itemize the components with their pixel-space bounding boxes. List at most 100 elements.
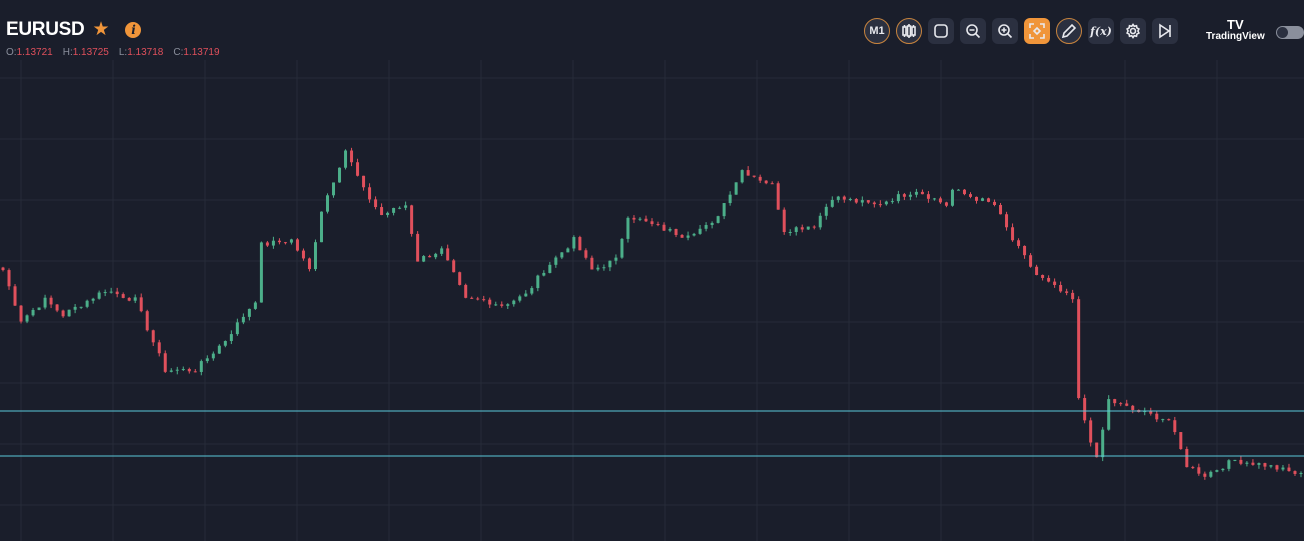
candle-body (440, 248, 444, 254)
timeframe-button[interactable]: M1 (864, 18, 890, 44)
candle-body (1287, 467, 1291, 472)
candle-body (1035, 266, 1039, 276)
candle-body (1083, 398, 1087, 421)
candle-body (380, 207, 384, 216)
candle-body (368, 187, 372, 200)
candle-body (860, 200, 864, 203)
zoom-in-icon (998, 24, 1013, 39)
theme-toggle[interactable] (1276, 26, 1304, 39)
candle-body (1047, 277, 1051, 282)
candle-body (31, 309, 35, 316)
candle-body (981, 198, 985, 201)
candle-body (422, 256, 426, 262)
candle-body (374, 199, 378, 208)
candle-body (644, 218, 648, 222)
fit-button[interactable] (1024, 18, 1050, 44)
candle-body (1155, 413, 1159, 420)
candle-body (650, 221, 654, 225)
candle-body (458, 272, 462, 285)
candle-body (632, 217, 636, 220)
candle-body (1101, 429, 1105, 458)
candle-body (746, 170, 750, 176)
candle-body (782, 209, 786, 233)
candle-body (848, 198, 852, 200)
candle-body (163, 353, 167, 372)
go-to-end-button[interactable] (1152, 18, 1178, 44)
candle-body (217, 345, 221, 354)
square-button[interactable] (928, 18, 954, 44)
candle-body (944, 202, 948, 206)
candle-body (229, 334, 233, 342)
candle-body (79, 306, 83, 308)
candle-body (890, 201, 894, 203)
candle-body (1149, 411, 1153, 414)
candle-body (830, 199, 834, 207)
zoom-out-button[interactable] (960, 18, 986, 44)
candle-body (1179, 432, 1183, 450)
candle-body (49, 297, 53, 305)
candle-body (680, 234, 684, 238)
tradingview-logo[interactable]: TV TradingView (1206, 17, 1265, 42)
info-icon[interactable]: i (125, 21, 142, 38)
star-icon[interactable]: ★ (92, 19, 110, 40)
candles-icon (902, 24, 916, 38)
candle-body (776, 183, 780, 210)
candle-body (1131, 405, 1135, 410)
candle-body (836, 196, 840, 200)
draw-button[interactable] (1056, 18, 1082, 44)
candle-body (560, 252, 564, 258)
candle-body (842, 196, 846, 200)
candle-body (43, 297, 47, 308)
candle-body (818, 215, 822, 228)
candle-body (1161, 419, 1165, 421)
candle-body (518, 296, 522, 301)
candle-body (896, 194, 900, 202)
candle-body (464, 284, 468, 298)
ohlc-readout: O:1.13721 H:1.13725 L:1.13718 C:1.13719 (6, 47, 220, 58)
candle-body (993, 201, 997, 206)
candle-body (536, 275, 540, 289)
candle-body (620, 238, 624, 258)
candle-body (169, 370, 173, 372)
candle-body (584, 250, 588, 258)
candle-body (85, 300, 89, 307)
candle-body (211, 353, 215, 359)
candle-body (338, 167, 342, 183)
candle-body (1173, 420, 1177, 433)
candle-body (1011, 227, 1015, 241)
candle-body (548, 264, 552, 273)
candle-body (187, 368, 191, 372)
high-value: 1.13725 (72, 47, 109, 58)
settings-button[interactable] (1120, 18, 1146, 44)
candle-body (752, 175, 756, 177)
candle-body (1281, 467, 1285, 470)
candle-body (1, 267, 5, 271)
candle-body (307, 258, 311, 270)
zoom-in-button[interactable] (992, 18, 1018, 44)
functions-button[interactable]: f(x) (1088, 18, 1114, 44)
candle-body (530, 288, 534, 294)
close-label: C: (173, 47, 184, 58)
candle-body (662, 224, 666, 231)
candle-body (686, 235, 690, 238)
tv-logo-mark: TV (1227, 17, 1244, 32)
candle-body (656, 224, 660, 226)
candle-body (1203, 473, 1207, 477)
candle-body (854, 198, 858, 203)
close-value: 1.13719 (183, 47, 220, 58)
candle-body (956, 189, 960, 191)
candle-body (758, 176, 762, 181)
candle-body (313, 242, 317, 270)
candle-body (608, 260, 612, 268)
candle-body (265, 242, 269, 246)
candles-button[interactable] (896, 18, 922, 44)
candle-body (1299, 473, 1303, 475)
candle-body (139, 297, 143, 312)
candle-body (19, 305, 23, 322)
candle-body (332, 182, 336, 196)
candle-body (968, 194, 972, 197)
candle-body (133, 297, 137, 301)
candle-body (950, 189, 954, 206)
